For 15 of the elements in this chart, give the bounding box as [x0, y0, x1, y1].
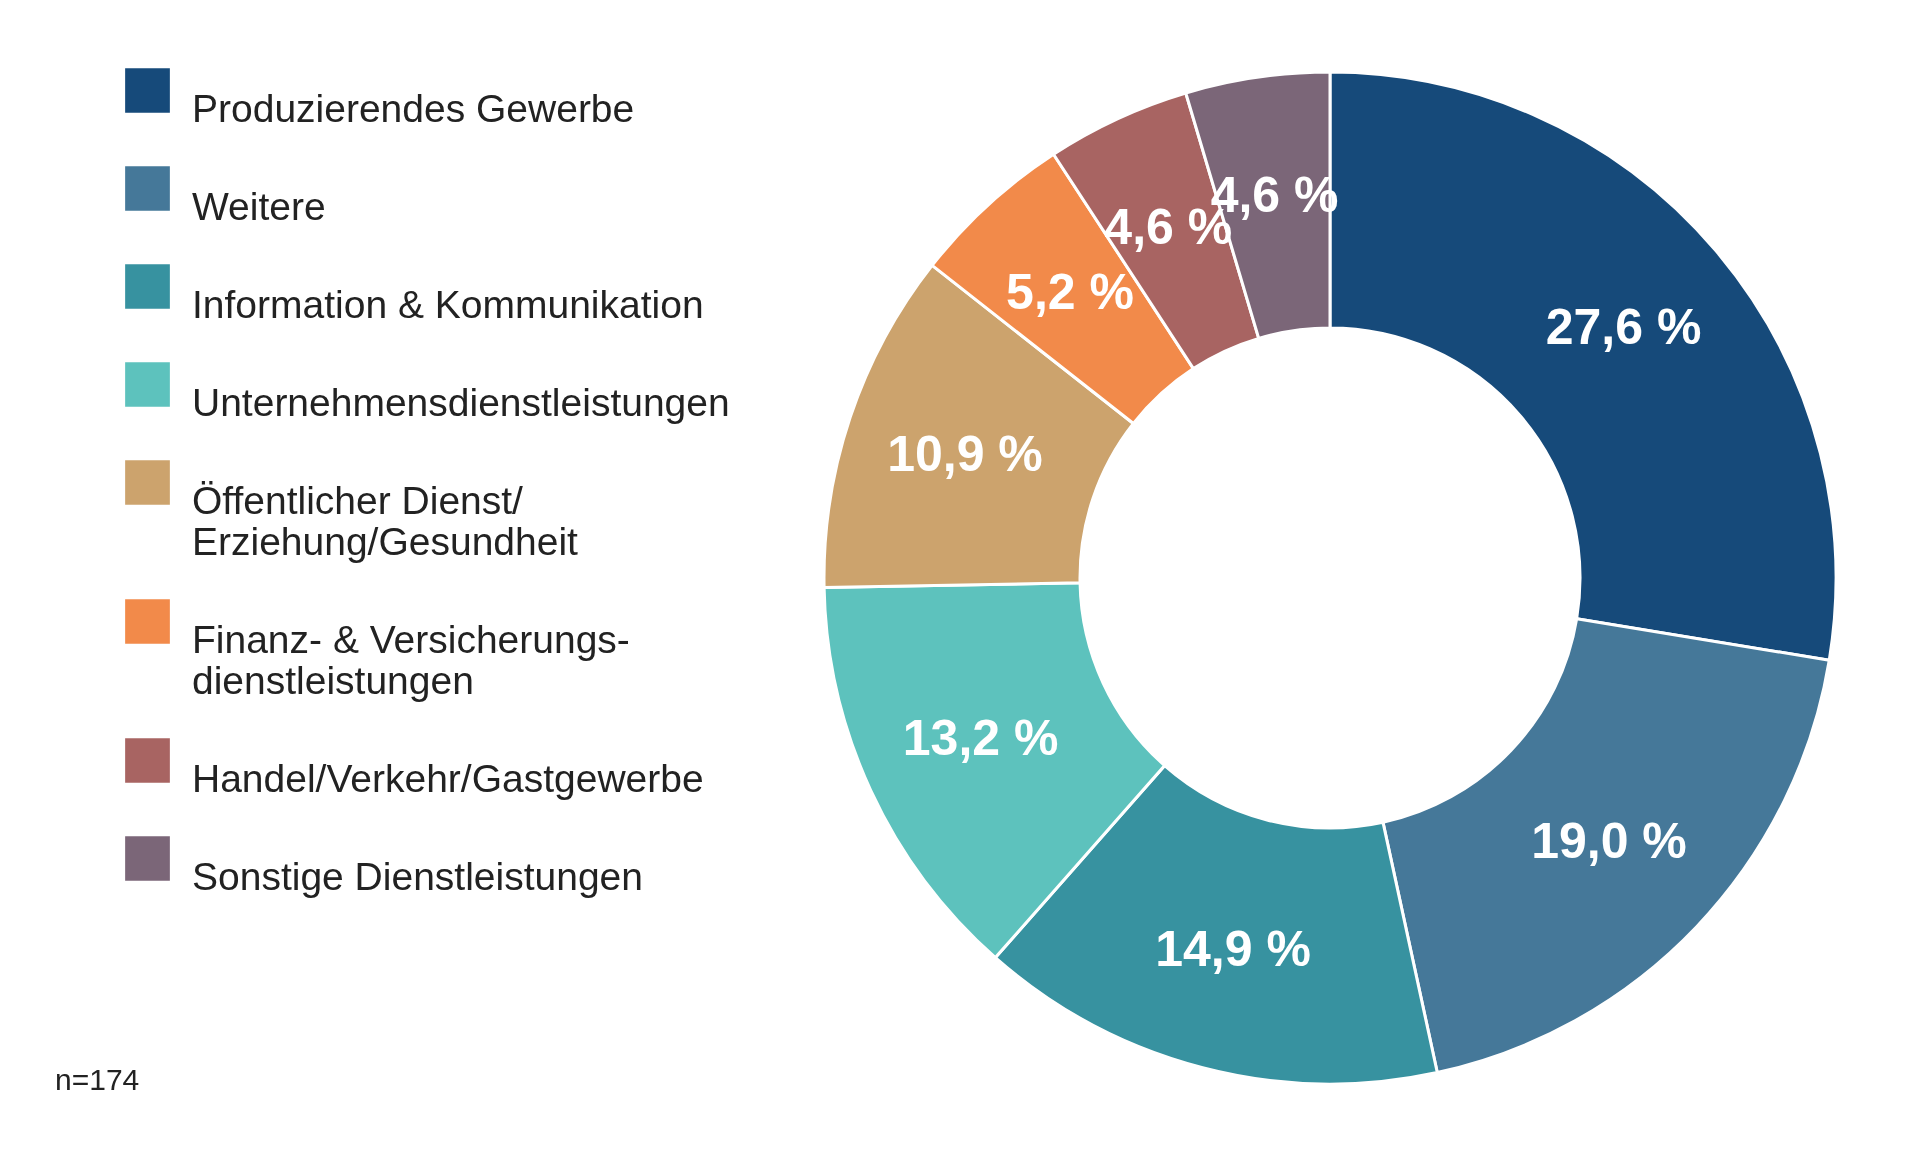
data-label: 13,2 %: [902, 709, 1059, 766]
legend-label: Öffentlicher Dienst/ Erziehung/Gesundheit: [192, 478, 579, 563]
legend-label: Handel/Verkehr/Gastgewerbe: [192, 756, 704, 800]
legend-label: Weitere: [192, 184, 326, 228]
data-label: 10,9 %: [887, 425, 1043, 482]
legend-label: Finanz- & Versicherungs- dienstleistungen: [192, 617, 630, 702]
data-label: 5,2 %: [1006, 264, 1134, 321]
legend-label: Produzierendes Gewerbe: [192, 86, 635, 130]
legend-label: Unternehmensdienstleistungen: [192, 380, 730, 424]
legend-label: Sonstige Dienstleistungen: [192, 854, 643, 898]
data-label: 19,0 %: [1531, 813, 1687, 870]
data-label: 27,6 %: [1545, 298, 1702, 355]
data-label: 14,9 %: [1155, 920, 1311, 977]
legend-label: Information & Kommunikation: [192, 282, 704, 326]
text: n=174: [55, 1063, 140, 1097]
